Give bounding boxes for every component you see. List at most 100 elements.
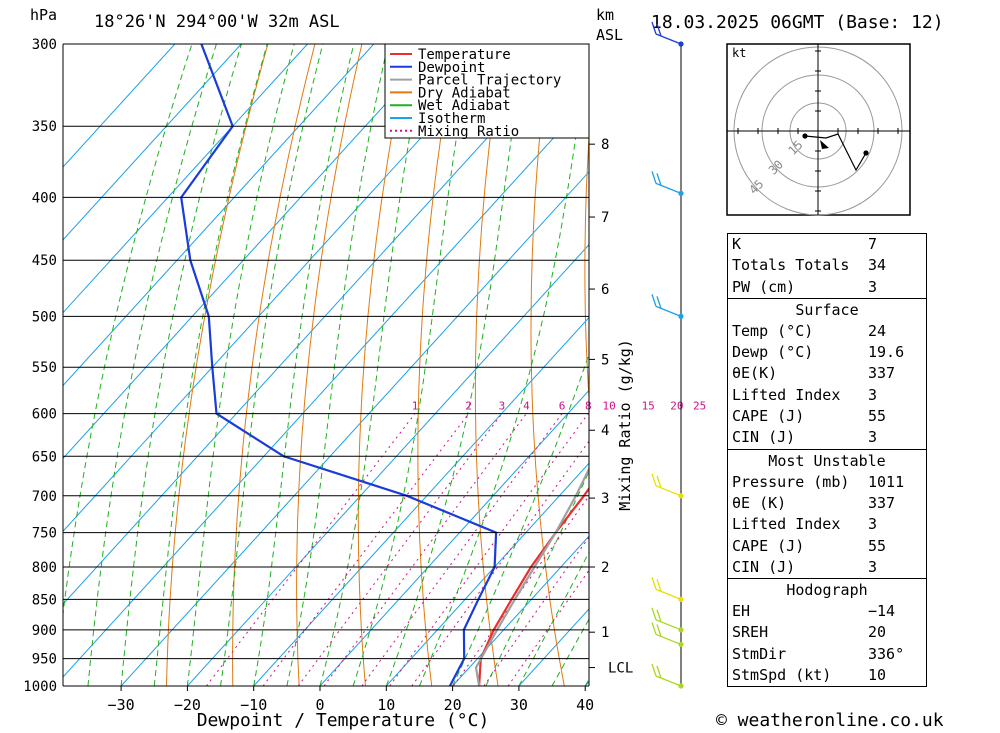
- stat-value: 337: [868, 493, 896, 512]
- temperature-line: [478, 486, 589, 686]
- stat-row: CAPE (J) 55: [728, 536, 926, 557]
- pressure-tick-label: 1000: [23, 679, 57, 695]
- stat-label: CIN (J): [732, 428, 796, 447]
- most-unstable-block: Most Unstable Pressure (mb) 1011 θE (K) 337…: [727, 448, 927, 579]
- wind-barb-dot: [678, 596, 684, 602]
- wet-adiabat-line: [63, 44, 193, 618]
- stat-value: 55: [868, 536, 887, 555]
- dry-adiabat-line: [357, 44, 410, 686]
- hodograph-end-point: [863, 150, 869, 156]
- legend-entry: Parcel Trajectory: [418, 73, 561, 89]
- stat-value: 1011: [868, 472, 905, 491]
- km-tick-label: 3: [601, 491, 609, 507]
- hodograph-title: Hodograph: [786, 581, 868, 600]
- x-tick-label: −30: [108, 696, 135, 714]
- mixing-ratio-label: 15: [642, 400, 655, 413]
- dry-adiabat-line: [584, 130, 589, 405]
- km-tick-label: 7: [601, 210, 609, 226]
- pressure-tick-label: 300: [32, 37, 57, 53]
- dewpoint-line: [180, 44, 498, 686]
- wet-adiabat-line: [485, 470, 589, 686]
- stat-label: K: [732, 235, 742, 253]
- km-tick-label: LCL: [608, 661, 633, 677]
- stat-label: Lifted Index: [732, 515, 841, 534]
- km-tick-label: 1: [601, 625, 609, 641]
- stat-row: θE (K) 337: [728, 493, 926, 514]
- km-tick-label: 8: [601, 137, 609, 153]
- stat-row: θE(K) 337: [728, 363, 926, 384]
- stat-label: θE(K): [732, 364, 778, 383]
- x-tick-label: 0: [315, 696, 324, 714]
- stat-label: EH: [732, 602, 751, 621]
- stat-value: 336°: [868, 644, 905, 663]
- pressure-tick-label: 550: [32, 360, 57, 376]
- stat-label: StmDir: [732, 644, 787, 663]
- stat-value: 3: [868, 277, 878, 296]
- wind-barb: [651, 607, 682, 631]
- pressure-tick-label: 450: [32, 253, 57, 269]
- stat-value: 3: [868, 515, 878, 534]
- pressure-tick-label: 650: [32, 449, 57, 465]
- dry-adiabat-line: [637, 44, 697, 686]
- stat-value: 19.6: [868, 343, 905, 362]
- stat-label: CAPE (J): [732, 407, 805, 426]
- dry-adiabat-line: [926, 44, 1000, 686]
- stat-row: SREH 20: [728, 622, 926, 643]
- mixing-ratio-label: 1: [412, 400, 419, 413]
- dry-adiabat-line: [232, 44, 316, 686]
- isotherm-line: [385, 462, 589, 686]
- mixing-ratio-line: [361, 413, 563, 686]
- stat-label: Temp (°C): [732, 321, 814, 340]
- stat-label: PW (cm): [732, 277, 796, 296]
- most-unstable-title: Most Unstable: [768, 451, 886, 470]
- stat-row: Temp (°C) 24: [728, 321, 926, 342]
- stat-row: CIN (J) 3: [728, 427, 926, 448]
- wind-barb: [651, 21, 682, 45]
- x-tick-label: −10: [240, 696, 267, 714]
- legend-entry: Dry Adiabat: [418, 85, 511, 101]
- pressure-unit-label: hPa: [30, 6, 58, 24]
- stat-row: CAPE (J) 55: [728, 406, 926, 427]
- pressure-tick-label: 750: [32, 526, 57, 542]
- stat-value: 3: [868, 428, 878, 447]
- wet-adiabat-line: [220, 44, 324, 686]
- stat-value: 10: [868, 666, 887, 685]
- location-label: 18°26'N 294°00'W 32m ASL: [94, 12, 340, 32]
- stat-row: Totals Totals 34: [728, 255, 926, 276]
- datetime-title: 18.03.2025 06GMT (Base: 12): [651, 12, 944, 33]
- isotherm-line: [120, 171, 589, 686]
- isotherm-line: [253, 316, 589, 686]
- x-tick-label: 20: [444, 696, 462, 714]
- dry-adiabat-line: [973, 44, 1000, 686]
- dry-adiabat-line: [530, 44, 565, 686]
- isotherm-line: [63, 44, 375, 387]
- wet-adiabat-line: [87, 44, 217, 686]
- stat-value: 337: [868, 364, 896, 383]
- mixing-ratio-label: 20: [670, 400, 683, 413]
- isotherm-line: [63, 44, 574, 605]
- parcel-trajectory-line: [474, 466, 589, 686]
- x-tick-label: 10: [377, 696, 395, 714]
- isotherm-line: [319, 389, 589, 686]
- surface-block: Surface Temp (°C) 24 Dewp (°C) 19.6 θE(K) 337…: [727, 297, 927, 449]
- surface-title: Surface: [795, 300, 859, 319]
- wind-barb: [651, 663, 682, 687]
- pressure-tick-label: 800: [32, 560, 57, 576]
- isotherm-line: [452, 535, 589, 686]
- wet-adiabat-line: [186, 44, 295, 686]
- stat-row: EH −14: [728, 601, 926, 622]
- stat-label: Dewp (°C): [732, 343, 814, 362]
- km-tick-label: 6: [601, 282, 609, 298]
- isotherm-line: [63, 44, 242, 241]
- stat-value: 3: [868, 557, 878, 576]
- wind-barb: [651, 577, 682, 600]
- pressure-tick-label: 500: [32, 309, 57, 325]
- hodograph-block: Hodograph EH −14 SREH 20 StmDir 336° StmSpd (k…: [727, 578, 927, 688]
- pressure-tick-label: 350: [32, 119, 57, 135]
- isotherm-line: [63, 98, 589, 678]
- mixing-ratio-line: [507, 569, 589, 686]
- pressure-tick-label: 900: [32, 623, 57, 639]
- legend-entry: Dewpoint: [418, 60, 485, 76]
